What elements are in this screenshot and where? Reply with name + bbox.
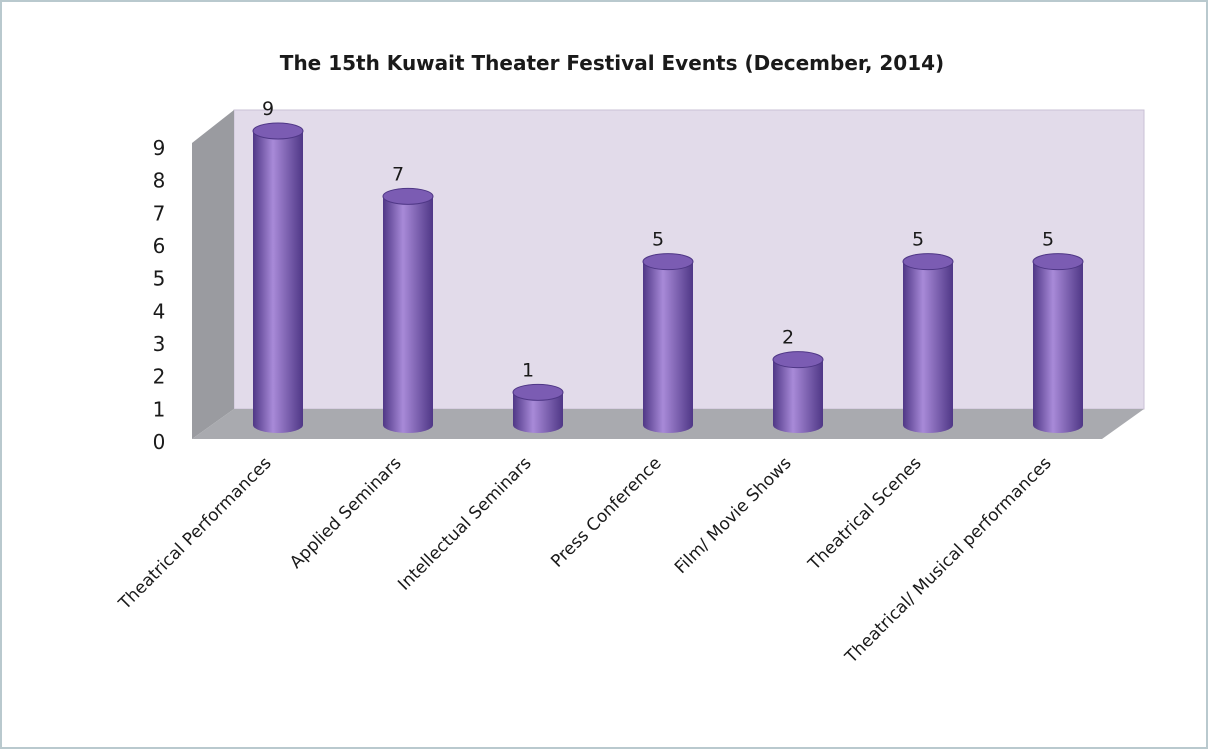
x-tick-label: Film/ Movie Shows — [671, 453, 796, 578]
data-label: 1 — [522, 359, 534, 381]
bar-top — [1032, 253, 1084, 271]
bar — [382, 187, 434, 433]
bar-body — [773, 359, 823, 433]
data-label: 5 — [652, 229, 664, 251]
bar — [252, 122, 304, 433]
x-tick-label: Theatrical Scenes — [804, 453, 926, 575]
bar-body — [253, 131, 303, 433]
bar-top — [382, 187, 434, 205]
data-label: 7 — [392, 163, 404, 185]
x-axis: Theatrical Performances Applied SeminarsI… — [114, 453, 1055, 668]
data-label: 2 — [782, 327, 794, 349]
data-label: 9 — [262, 98, 274, 120]
bar — [772, 351, 824, 433]
y-tick-label: 6 — [153, 234, 166, 258]
y-tick-label: 9 — [153, 136, 166, 160]
bar-top — [642, 253, 694, 271]
y-tick-label: 2 — [153, 365, 166, 389]
bar-top — [902, 253, 954, 271]
bar-body — [643, 261, 693, 433]
x-tick-label: Press Conference — [547, 453, 665, 571]
y-tick-label: 0 — [153, 430, 166, 454]
bar-top — [772, 351, 824, 369]
bar — [902, 253, 954, 433]
bar-top — [512, 383, 564, 401]
x-tick-label: Applied Seminars — [286, 453, 406, 573]
x-tick-label: Theatrical Performances — [114, 453, 275, 614]
bar-top — [252, 122, 304, 140]
x-tick-label: Intellectual Seminars — [394, 453, 535, 594]
y-tick-label: 5 — [153, 267, 166, 291]
y-tick-label: 8 — [153, 169, 166, 193]
bars — [252, 122, 1084, 433]
y-tick-label: 3 — [153, 332, 166, 356]
data-labels: 9 7 1 5 2 5 5 — [262, 98, 1054, 381]
bar-body — [513, 392, 563, 433]
y-tick-label: 1 — [153, 397, 166, 421]
bar — [512, 383, 564, 433]
bar — [642, 253, 694, 433]
side-wall — [192, 110, 234, 439]
bar-body — [903, 261, 953, 433]
data-label: 5 — [1042, 229, 1054, 251]
y-tick-label: 4 — [153, 299, 166, 323]
bar-body — [383, 196, 433, 433]
x-tick-label: Theatrical/ Musical performances — [841, 453, 1056, 668]
y-tick-label: 7 — [153, 201, 166, 225]
bar — [1032, 253, 1084, 433]
chart-title: The 15th Kuwait Theater Festival Events … — [280, 51, 944, 75]
bar-body — [1033, 261, 1083, 433]
data-label: 5 — [912, 229, 924, 251]
y-axis: 0 1 2 3 4 5 6 7 8 9 — [153, 136, 166, 454]
